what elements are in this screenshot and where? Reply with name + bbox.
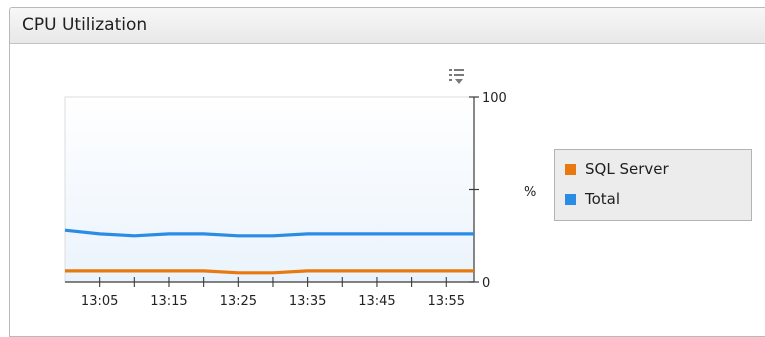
legend-item-total[interactable]: Total [565,188,620,210]
legend-label-total: Total [585,190,621,208]
y-tick-label: 0 [482,276,490,291]
panel-title: CPU Utilization [22,15,148,35]
x-tick-label: 13:05 [81,294,118,309]
chart-legend: SQL Server Total [554,149,752,221]
chart-options-icon[interactable] [448,67,466,87]
legend-label-sql-server: SQL Server [585,160,669,178]
legend-item-sql-server[interactable]: SQL Server [565,158,669,180]
y-tick-label: 100 [482,91,507,106]
x-tick-label: 13:35 [289,294,326,309]
x-tick-label: 13:45 [358,294,395,309]
x-tick-label: 13:15 [150,294,187,309]
y-axis-label: % [524,185,536,200]
x-tick-label: 13:55 [428,294,465,309]
legend-swatch-total [565,193,576,205]
series-line-total [64,228,474,238]
legend-swatch-sql-server [565,163,576,175]
plot-area [64,96,475,283]
x-tick-label: 13:25 [220,294,257,309]
panel-header: CPU Utilization [10,8,765,44]
series-line-sql-server [65,269,474,275]
